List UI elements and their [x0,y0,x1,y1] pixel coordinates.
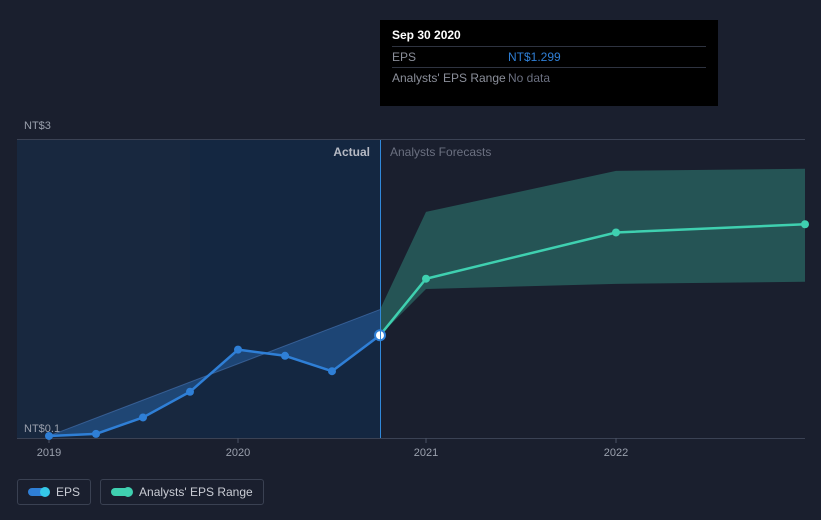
tooltip-value: NT$1.299 [508,50,561,64]
eps-marker[interactable] [186,388,194,396]
actual-region-shade-inner [190,140,380,438]
x-tick-label: 2022 [604,447,628,459]
tooltip-key: EPS [392,50,508,64]
x-tick-label: 2020 [226,447,250,459]
eps-marker[interactable] [328,367,336,375]
eps-chart: NT$3 NT$0.1 2019 2020 2021 2022 Actual Analysts… [0,0,821,520]
legend-item[interactable]: EPS [17,479,91,505]
legend-label: EPS [56,485,80,499]
legend-swatch [28,488,48,496]
eps-marker[interactable] [234,346,242,354]
tooltip-row: Analysts' EPS RangeNo data [392,67,706,88]
eps-proj-marker[interactable] [422,275,430,283]
forecast-label: Analysts Forecasts [390,145,491,159]
tooltip-value: No data [508,71,550,85]
y-axis-top-label: NT$3 [24,120,51,132]
tooltip-key: Analysts' EPS Range [392,71,508,85]
legend-label: Analysts' EPS Range [139,485,253,499]
actual-label: Actual [333,145,370,159]
eps-marker[interactable] [45,432,53,440]
tooltip-row: EPSNT$1.299 [392,46,706,67]
chart-legend: EPS Analysts' EPS Range [17,479,264,505]
eps-marker[interactable] [92,430,100,438]
legend-item[interactable]: Analysts' EPS Range [100,479,264,505]
eps-proj-marker[interactable] [612,228,620,236]
forecast-range-area [380,169,805,335]
x-tick-label: 2019 [37,447,61,459]
eps-marker[interactable] [281,352,289,360]
legend-swatch [111,488,131,496]
y-axis-bottom-label: NT$0.1 [24,423,60,435]
eps-proj-marker[interactable] [801,220,809,228]
eps-marker[interactable] [139,413,147,421]
x-tick-label: 2021 [414,447,438,459]
tooltip-date: Sep 30 2020 [392,28,706,42]
chart-tooltip: Sep 30 2020 EPSNT$1.299Analysts' EPS Ran… [380,20,718,106]
